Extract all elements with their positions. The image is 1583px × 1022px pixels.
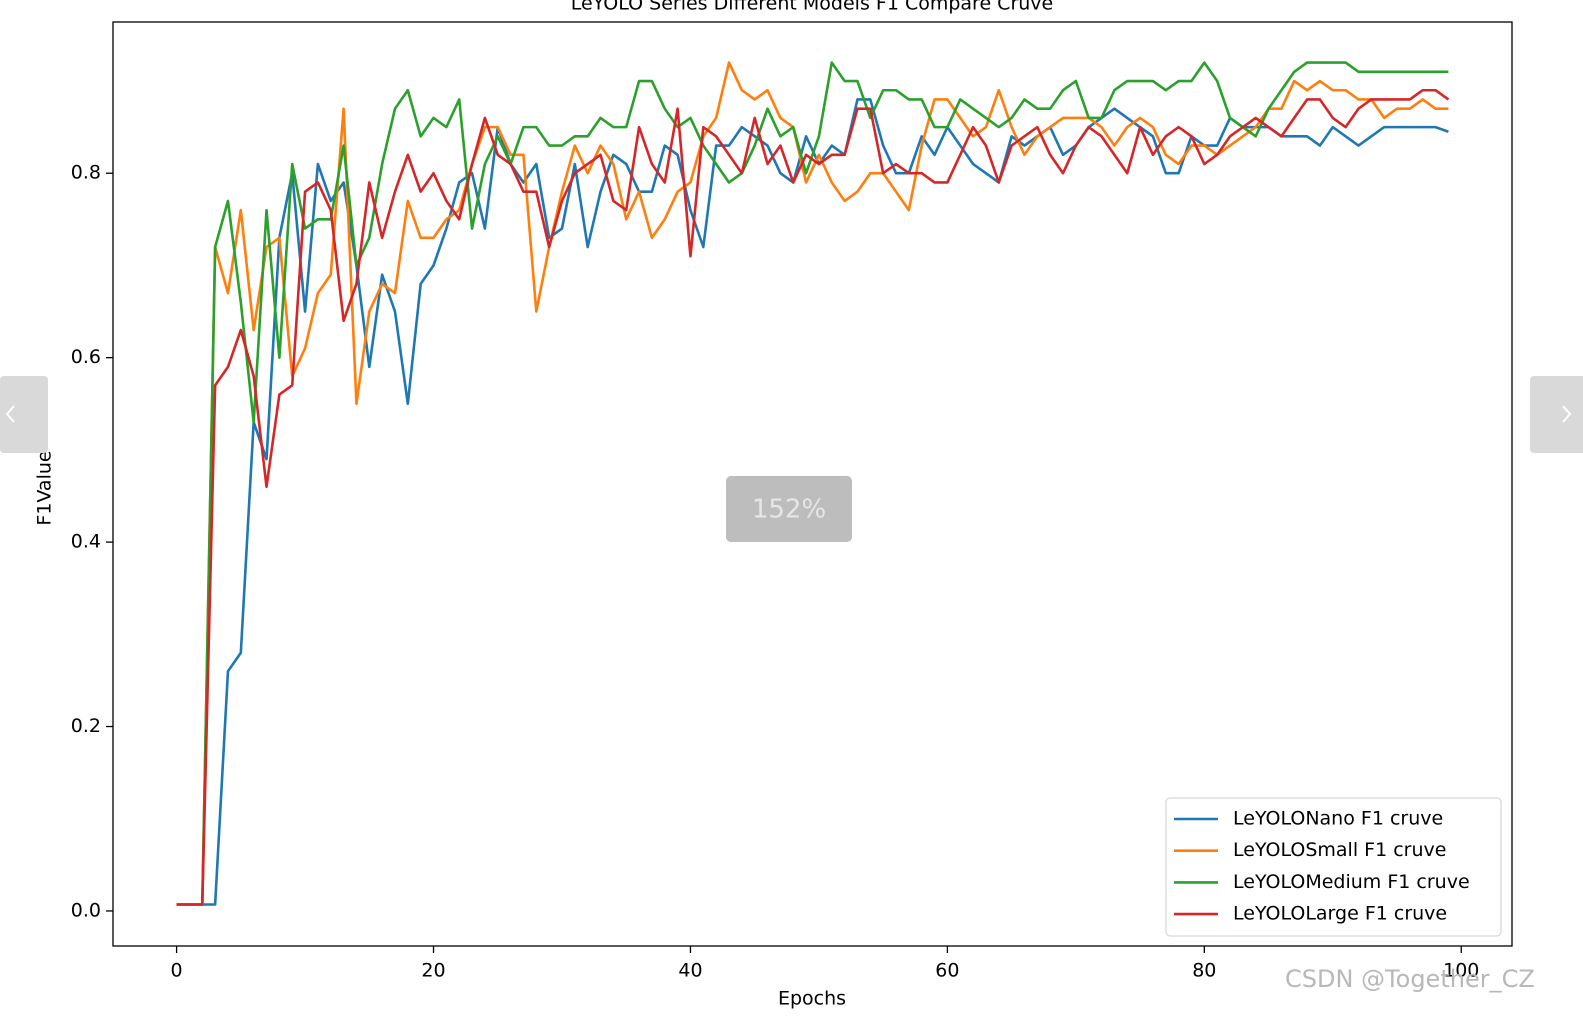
series-line [176, 88, 1450, 906]
legend-label: LeYOLOLarge F1 cruve [1233, 903, 1447, 925]
y-tick-label: 0.0 [71, 899, 101, 921]
watermark: CSDN @Together_CZ [1285, 965, 1535, 993]
y-axis-label: F1Value [34, 450, 56, 525]
legend-label: LeYOLOSmall F1 cruve [1233, 839, 1446, 861]
x-tick-label: 60 [935, 960, 959, 982]
y-tick-label: 0.4 [71, 531, 101, 553]
legend-label: LeYOLONano F1 cruve [1233, 808, 1443, 830]
zoom-text: 152% [752, 495, 826, 525]
prev-button[interactable] [0, 376, 48, 453]
x-tick-label: 40 [678, 960, 702, 982]
legend-box [1165, 797, 1502, 937]
legend-label: LeYOLOMedium F1 cruve [1233, 871, 1470, 893]
series-line [176, 61, 1449, 906]
y-tick-label: 0.6 [71, 346, 101, 368]
x-tick-label: 80 [1192, 960, 1216, 982]
series-line [176, 61, 1449, 906]
x-tick-label: 0 [171, 960, 183, 982]
x-axis-label: Epochs [778, 988, 846, 1010]
prev-icon [5, 405, 15, 423]
x-tick-label: 100 [1443, 960, 1479, 982]
x-tick-label: 20 [421, 960, 445, 982]
next-icon [1562, 405, 1572, 423]
plot-area [112, 21, 1513, 947]
y-tick-label: 0.2 [71, 715, 101, 737]
zoom-indicator [726, 476, 852, 542]
next-button[interactable] [1530, 376, 1583, 453]
chart-title: LeYOLO Series Different Models F1 Compar… [571, 0, 1053, 15]
y-tick-label: 0.8 [71, 162, 101, 184]
